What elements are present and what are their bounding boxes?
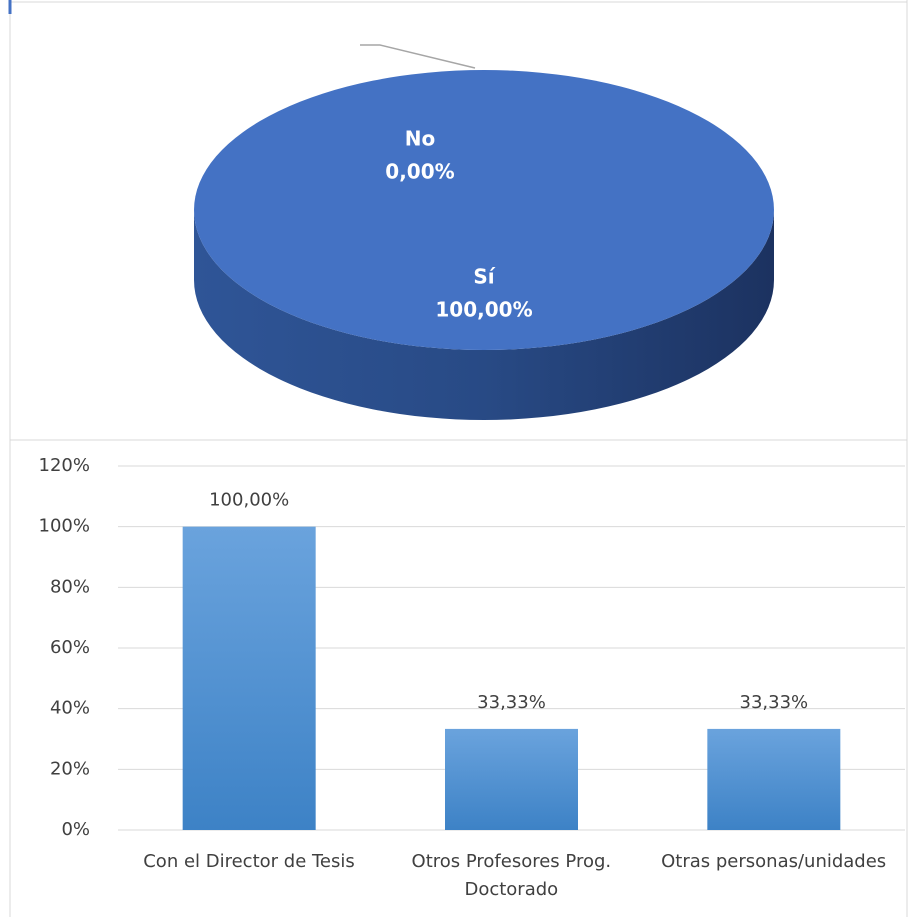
bar bbox=[182, 526, 316, 830]
bar-value-label: 100,00% bbox=[209, 490, 289, 511]
x-tick-label: Con el Director de Tesis bbox=[143, 851, 355, 872]
x-tick-label: Otros Profesores Prog. Doctorado bbox=[411, 851, 612, 900]
leader-line bbox=[360, 44, 476, 69]
pie-value-label: 0,00% bbox=[385, 160, 454, 184]
pie-label: No bbox=[405, 127, 435, 151]
y-tick-label: 60% bbox=[50, 637, 90, 658]
y-tick-label: 0% bbox=[61, 819, 90, 840]
pie-label: Sí bbox=[473, 265, 495, 289]
bar bbox=[445, 728, 578, 830]
y-tick-label: 20% bbox=[50, 758, 90, 779]
x-tick-label: Otras personas/unidades bbox=[661, 851, 887, 872]
y-tick-label: 80% bbox=[50, 576, 90, 597]
bar-value-label: 33,33% bbox=[477, 692, 546, 713]
bar-value-label: 33,33% bbox=[740, 692, 809, 713]
y-tick-label: 40% bbox=[50, 698, 90, 719]
pie-side bbox=[194, 210, 774, 420]
y-tick-label: 100% bbox=[39, 516, 90, 537]
pie-value-label: 100,00% bbox=[435, 298, 532, 322]
pie-slice bbox=[194, 70, 774, 350]
bar bbox=[707, 728, 841, 830]
y-tick-label: 120% bbox=[39, 455, 90, 476]
